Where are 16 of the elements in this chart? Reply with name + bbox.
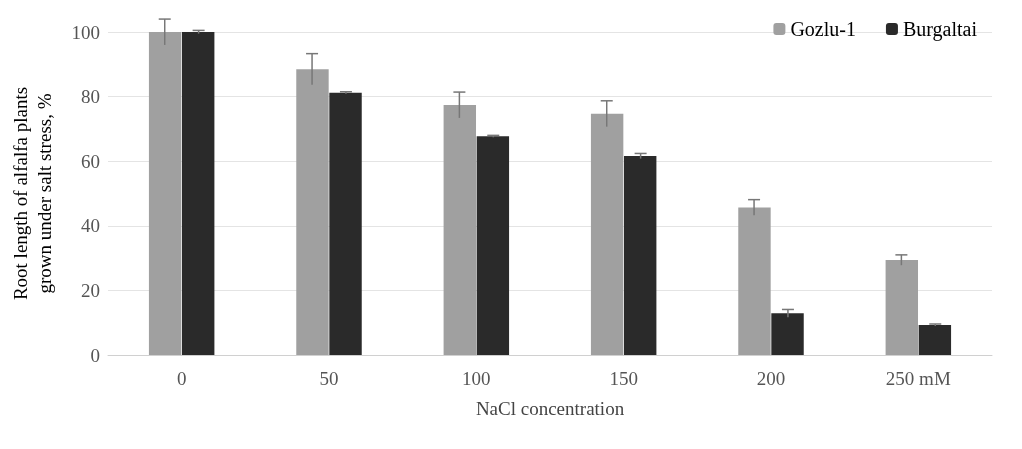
y-tick-label: 40 bbox=[81, 215, 100, 237]
y-axis-title: Root length of alfalfa plants grown under salt stress, % bbox=[9, 86, 55, 301]
y-tick-label: 0 bbox=[90, 344, 100, 366]
y-tick-label: 20 bbox=[81, 279, 100, 301]
x-axis-title: NaCl concentration bbox=[475, 398, 625, 419]
x-tick-label: 100 bbox=[462, 368, 491, 389]
x-tick-label: 250 mM bbox=[885, 368, 951, 389]
y-tick-label: 80 bbox=[81, 86, 100, 108]
y-tick-label: 100 bbox=[71, 21, 100, 43]
x-tick-label: 200 bbox=[756, 368, 786, 389]
legend-label: Gozlu-1 bbox=[790, 18, 856, 40]
x-tick-label: 0 bbox=[176, 368, 187, 389]
legend-label: Burgaltai bbox=[902, 18, 978, 41]
x-tick-label: 150 bbox=[609, 368, 638, 389]
x-tick-label: 50 bbox=[319, 368, 339, 389]
y-tick-label: 60 bbox=[81, 150, 100, 172]
